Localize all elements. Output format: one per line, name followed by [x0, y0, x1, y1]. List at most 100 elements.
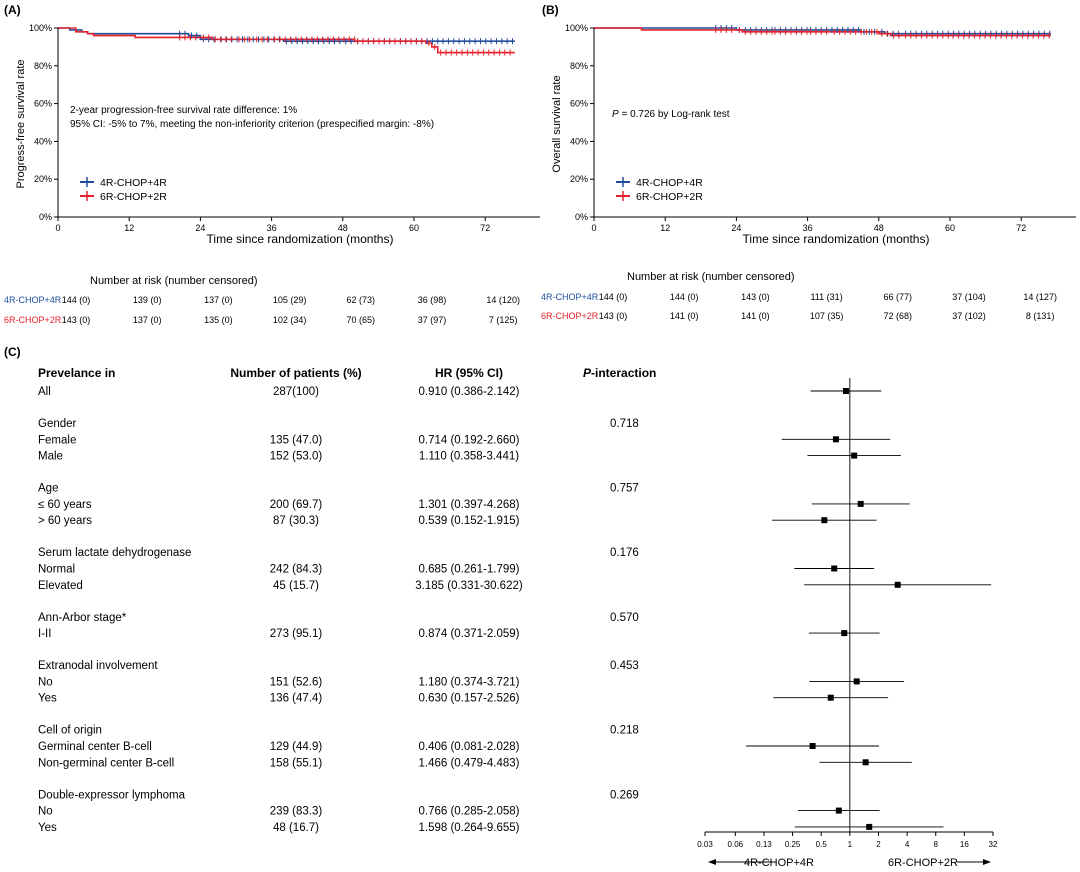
subgroup-title: Extranodal involvement [38, 660, 158, 672]
risk-value: 137 (0) [133, 315, 162, 325]
patient-count: 87 (30.3) [273, 515, 319, 527]
risk-value: 141 (0) [670, 311, 699, 321]
subgroup-title: Serum lactate dehydrogenase [38, 547, 191, 559]
panel-a-censor-marks [179, 30, 513, 56]
x-tick-label: 12 [660, 223, 670, 233]
x-tick-label: 0 [55, 223, 60, 233]
patient-count: 48 (16.7) [273, 822, 319, 834]
patient-count: 152 (53.0) [270, 451, 323, 463]
panel-a-y-ticks: 0% 20% 40% 60% 80% 100% [29, 23, 58, 222]
x-tick-label: 12 [124, 223, 134, 233]
forest-plot [746, 378, 992, 832]
p-interaction-value: 0.718 [610, 418, 639, 430]
hr-point [857, 500, 864, 507]
hr-point [841, 630, 848, 637]
panel-b-risk-values: 144 (0) 144 (0) 143 (0) 111 (31) 66 (77) 37 (… [599, 292, 1057, 321]
panel-c-label: (C) [4, 345, 21, 359]
hazard-ratio: 1.301 (0.397-4.268) [418, 499, 519, 511]
panel-b-annotation: P = 0.726 by Log-rank test [612, 109, 730, 120]
hr-point [851, 452, 858, 459]
subgroup-label: Germinal center B-cell [38, 741, 152, 753]
hazard-ratio: 0.910 (0.386-2.142) [418, 386, 519, 398]
hr-point [862, 759, 869, 766]
p-interaction-value: 0.218 [610, 725, 639, 737]
risk-value: 7 (125) [489, 315, 518, 325]
panel-b-plot: 0% 20% 40% 60% 80% 100% 0 12 24 36 48 60 72 [565, 23, 1076, 233]
patient-count: 136 (47.4) [270, 693, 323, 705]
y-tick-label: 60% [570, 99, 588, 109]
panel-a-x-ticks: 0 12 24 36 48 60 72 [55, 217, 490, 233]
risk-value: 143 (0) [741, 292, 770, 302]
legend-6r-label: 6R-CHOP+2R [636, 191, 703, 203]
hazard-ratio: 0.766 (0.285-2.058) [418, 806, 519, 818]
risk-value: 137 (0) [204, 295, 233, 305]
hazard-ratio: 3.185 (0.331-30.622) [415, 580, 523, 592]
y-tick-label: 100% [29, 23, 52, 33]
header-hr: HR (95% CI) [435, 366, 503, 380]
y-tick-label: 100% [565, 23, 588, 33]
hr-point [831, 565, 838, 572]
y-tick-label: 20% [34, 174, 52, 184]
subgroup-title: Cell of origin [38, 725, 102, 737]
panel-a-y-axis-title: Progress-free survival rate [15, 60, 27, 189]
panel-a: (A) 0% 20% 40% 60% 80% 100% 0 12 24 36 48 60 72 Pro… [4, 3, 540, 325]
panel-b-risk-row-label-6r: 6R-CHOP+2R [541, 311, 599, 321]
legend-6r-label: 6R-CHOP+2R [100, 191, 167, 203]
hazard-ratio: 0.630 (0.157-2.526) [418, 693, 519, 705]
forest-x-axis: 0.03 0.06 0.13 0.25 0.5 1 2 4 8 16 32 [697, 831, 998, 849]
patient-count: 151 (52.6) [270, 676, 323, 688]
risk-value: 139 (0) [133, 295, 162, 305]
forest-table-rows: All 287(100) 0.910 (0.386-2.142) Gender 0.71… [38, 386, 639, 834]
x-tick-label: 24 [195, 223, 205, 233]
hazard-ratio: 1.466 (0.479-4.483) [418, 757, 519, 769]
forest-tick-label: 8 [934, 840, 939, 849]
patient-count: 287(100) [273, 386, 319, 398]
subgroup-label: ≤ 60 years [38, 499, 92, 511]
subgroup-title: Ann-Arbor stage* [38, 612, 127, 624]
risk-value: 36 (98) [418, 295, 447, 305]
p-interaction-value: 0.570 [610, 612, 639, 624]
patient-count: 135 (47.0) [270, 434, 323, 446]
hr-point [866, 823, 873, 830]
y-tick-label: 20% [570, 174, 588, 184]
x-tick-label: 36 [803, 223, 813, 233]
subgroup-title: Gender [38, 418, 77, 430]
subgroup-label: Normal [38, 564, 75, 576]
risk-value: 62 (73) [347, 295, 376, 305]
hr-point [809, 743, 816, 749]
x-tick-label: 60 [409, 223, 419, 233]
arrow-right-label: 6R-CHOP+2R [888, 857, 958, 869]
forest-tick-label: 2 [876, 840, 881, 849]
panel-a-label: (A) [4, 3, 21, 17]
risk-value: 37 (104) [952, 292, 986, 302]
hazard-ratio: 0.685 (0.261-1.799) [418, 564, 519, 576]
hazard-ratio: 1.110 (0.358-3.441) [419, 451, 519, 463]
header-p-interaction: P-interaction [583, 366, 656, 380]
y-tick-label: 40% [570, 136, 588, 146]
hazard-ratio: 1.598 (0.264-9.655) [418, 822, 519, 834]
arrow-left-label: 4R-CHOP+4R [744, 857, 814, 869]
km-curve-4r [594, 27, 1051, 35]
hazard-ratio: 0.539 (0.152-1.915) [418, 515, 519, 527]
hr-point [842, 388, 849, 394]
patient-count: 273 (95.1) [270, 628, 323, 640]
risk-value: 14 (127) [1023, 292, 1057, 302]
subgroup-label: No [38, 806, 53, 818]
forest-tick-label: 1 [848, 840, 853, 849]
risk-value: 141 (0) [741, 311, 770, 321]
risk-value: 37 (97) [418, 315, 447, 325]
hazard-ratio: 0.714 (0.192-2.660) [418, 434, 519, 446]
panel-a-annotation-line-1: 2-year progression-free survival rate di… [70, 105, 297, 116]
panel-b-y-axis-title: Overall survival rate [551, 75, 563, 172]
y-tick-label: 60% [34, 99, 52, 109]
header-p-italic: P [583, 366, 592, 380]
subgroup-label: > 60 years [38, 515, 92, 527]
km-curve-6r [58, 27, 515, 54]
panel-a-risk-row-label-6r: 6R-CHOP+2R [4, 315, 62, 325]
forest-tick-label: 16 [960, 840, 969, 849]
patient-count: 158 (55.1) [270, 757, 323, 769]
panel-b-annotation-rest: = 0.726 by Log-rank test [619, 109, 730, 120]
subgroup-label: No [38, 676, 53, 688]
risk-value: 8 (131) [1026, 311, 1055, 321]
